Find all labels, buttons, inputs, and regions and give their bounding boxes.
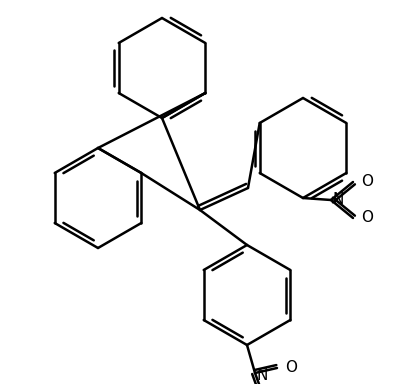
Text: O: O <box>361 210 373 225</box>
Text: N: N <box>257 367 268 382</box>
Text: O: O <box>361 174 373 189</box>
Text: N: N <box>333 192 344 207</box>
Text: O: O <box>285 361 297 376</box>
